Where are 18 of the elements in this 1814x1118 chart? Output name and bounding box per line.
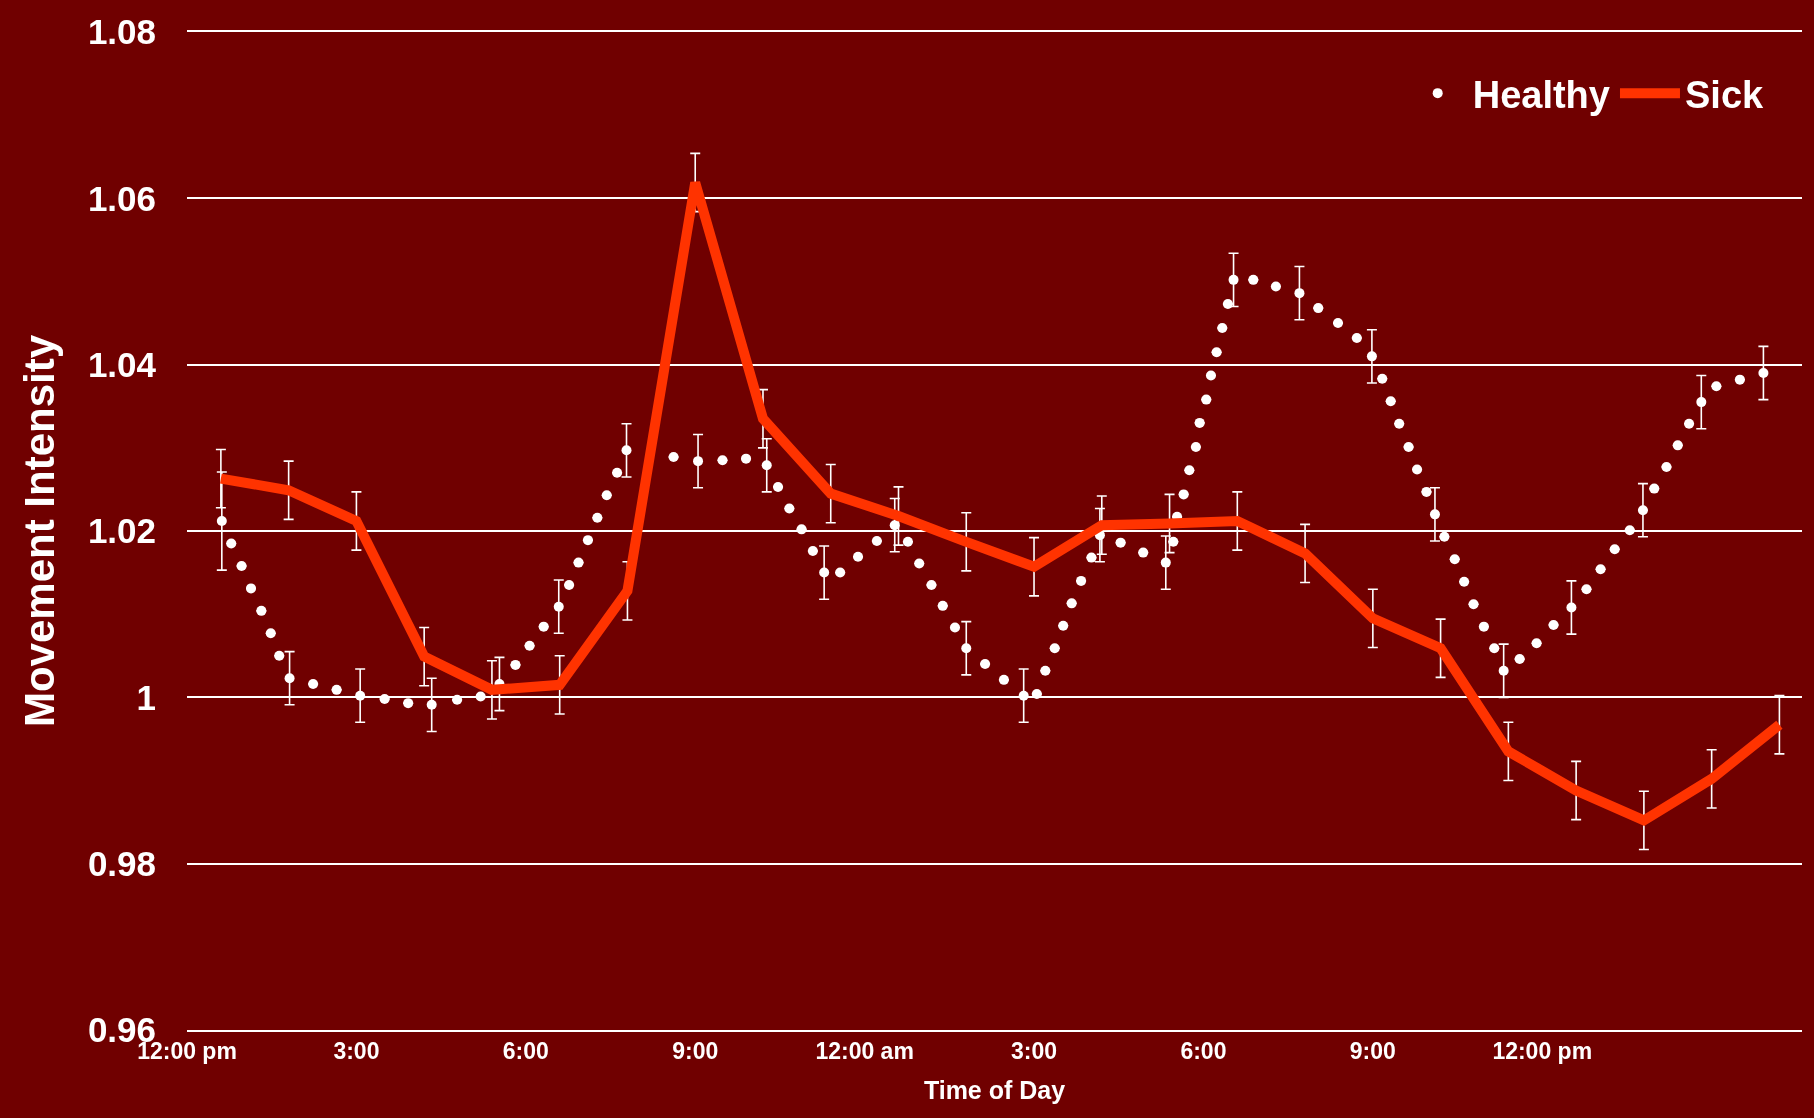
x-tick-label: 3:00	[1011, 1038, 1058, 1065]
x-tick-label: 9:00	[1349, 1038, 1396, 1065]
x-tick-label: 6:00	[502, 1038, 549, 1065]
y-axis-title: Movement Intensity	[15, 334, 63, 728]
y-tick-label: 1.06	[87, 178, 156, 218]
legend-label: Sick	[1684, 73, 1765, 116]
x-tick-label: 6:00	[1180, 1038, 1227, 1065]
x-tick-label: 3:00	[333, 1038, 380, 1065]
x-tick-label: 12:00 am	[815, 1038, 914, 1065]
legend-label: Healthy	[1472, 73, 1610, 116]
y-tick-label: 1	[136, 677, 156, 717]
x-axis-title: Time of Day	[923, 1075, 1066, 1104]
x-tick-label: 12:00 pm	[1492, 1038, 1593, 1065]
y-tick-label: 0.98	[87, 843, 156, 883]
y-tick-label: 1.04	[87, 344, 157, 384]
x-tick-label: 9:00	[672, 1038, 719, 1065]
y-tick-label: 1.08	[87, 12, 156, 52]
y-tick-label: 1.02	[87, 511, 156, 551]
